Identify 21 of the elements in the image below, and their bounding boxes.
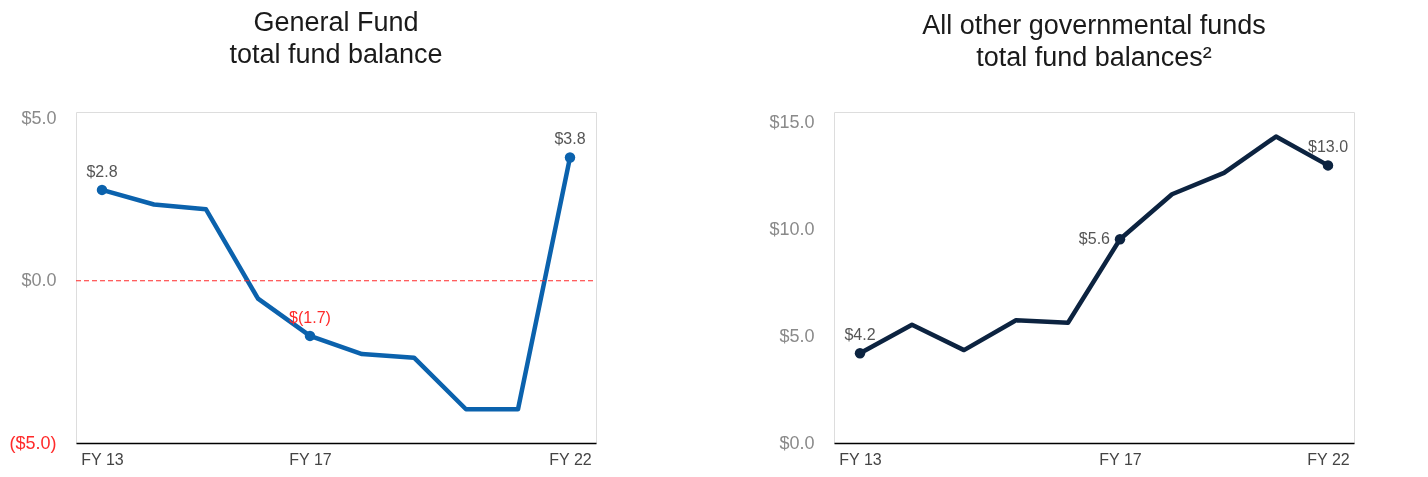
annotation: $5.6: [1078, 230, 1111, 248]
y-tick-label: $15.0: [769, 112, 815, 133]
annotation: $13.0: [1307, 138, 1349, 156]
annotation: $(1.7): [289, 308, 331, 326]
chart-title: General Fund total fund balance: [229, 7, 443, 70]
y-tick-label: $10.0: [769, 218, 815, 239]
y-tick-label: $5.0: [21, 107, 57, 128]
y-tick-label: ($5.0): [9, 432, 57, 453]
annotation: $2.8: [86, 162, 118, 180]
x-tick-label: FY 13: [81, 450, 124, 468]
x-tick-label: FY 22: [549, 450, 592, 468]
y-tick-label: $5.0: [779, 325, 815, 346]
x-tick-label: FY 17: [1099, 450, 1142, 468]
x-tick-label: FY 22: [1307, 450, 1350, 468]
chart-title: All other governmental funds total fund balances²: [922, 10, 1266, 72]
y-tick-label: $0.0: [21, 270, 57, 291]
annotation: $3.8: [554, 130, 586, 148]
annotation: $4.2: [844, 326, 876, 344]
y-tick-label: $0.0: [779, 432, 815, 453]
x-tick-label: FY 17: [289, 450, 332, 468]
x-tick-label: FY 13: [839, 450, 882, 468]
